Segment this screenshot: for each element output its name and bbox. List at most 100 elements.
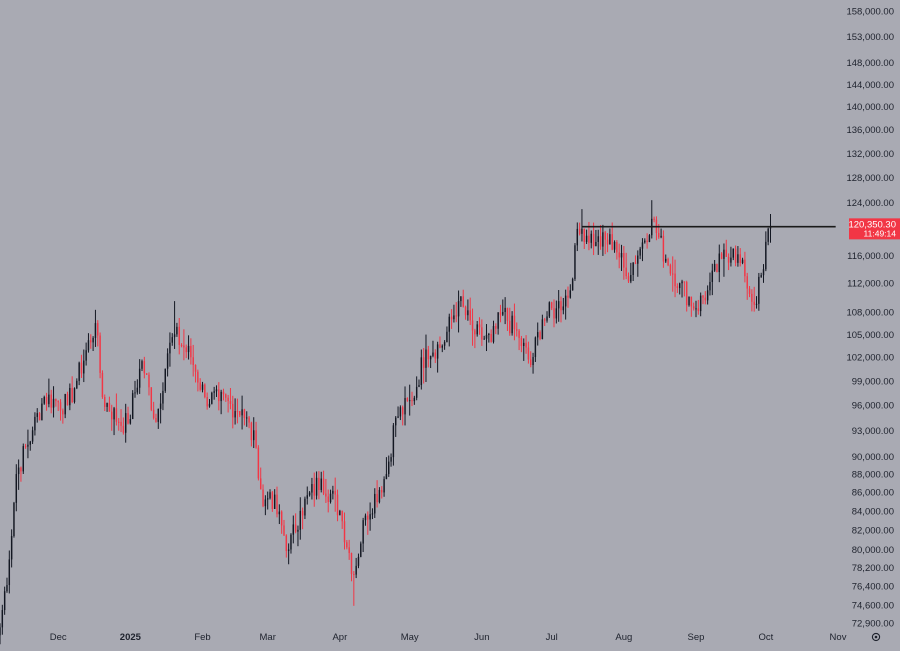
candle: [706, 285, 709, 305]
price-tick-label: 72,900.00: [852, 619, 894, 630]
candle: [497, 312, 499, 335]
candle: [660, 228, 662, 239]
candle: [627, 272, 630, 284]
candle: [59, 399, 62, 421]
candle: [413, 395, 416, 405]
candle: [80, 354, 83, 378]
candle: [225, 393, 227, 402]
candle: [669, 263, 672, 276]
candle: [334, 477, 336, 512]
current-price-label: 120,350.30 11:49:14: [848, 218, 900, 240]
candle: [246, 411, 248, 427]
candle: [441, 344, 443, 353]
candle: [741, 257, 744, 265]
candle: [143, 356, 146, 379]
price-tick-label: 136,000.00: [846, 125, 894, 136]
candle: [618, 243, 620, 269]
candle: [481, 319, 483, 346]
candle: [739, 248, 741, 267]
candle: [755, 296, 758, 309]
current-price-value: 120,350.30: [848, 219, 896, 230]
candle: [583, 228, 585, 249]
candle: [218, 382, 220, 411]
candle: [523, 338, 525, 361]
candle: [155, 413, 157, 423]
candle: [164, 368, 166, 393]
candle: [520, 335, 523, 353]
candle: [336, 489, 339, 522]
candle: [492, 320, 495, 344]
candle: [448, 313, 450, 347]
candle: [383, 476, 385, 497]
candle: [290, 533, 292, 554]
price-axis[interactable]: 158,000.00 153,000.00 148,000.00 144,000.00…: [846, 7, 894, 630]
candle: [45, 392, 48, 411]
candle: [713, 259, 716, 272]
current-price-badge: [849, 218, 900, 240]
candle: [197, 369, 199, 392]
candle: [173, 301, 176, 349]
candle: [536, 322, 539, 346]
candle: [190, 338, 192, 365]
candle: [548, 301, 551, 318]
candle: [562, 297, 565, 315]
candle: [709, 272, 711, 296]
candle: [69, 383, 71, 411]
candle: [6, 577, 8, 593]
candle: [483, 335, 485, 340]
candle: [760, 272, 762, 278]
time-axis[interactable]: Dec 2025 Feb Mar Apr May Jun Jul Aug Sep Oct Nov: [50, 632, 847, 643]
candle: [674, 259, 676, 298]
time-tick-label: Oct: [758, 632, 773, 643]
candle: [266, 491, 269, 510]
candle: [578, 222, 581, 236]
candle: [655, 216, 658, 241]
candle: [339, 509, 341, 516]
candle: [367, 511, 369, 535]
price-tick-label: 158,000.00: [846, 7, 894, 18]
candle: [718, 244, 721, 283]
candle: [574, 243, 576, 281]
candle: [576, 222, 579, 252]
candle: [101, 370, 104, 399]
time-tick-label: Aug: [615, 632, 632, 643]
candle: [425, 334, 427, 383]
price-tick-label: 88,000.00: [852, 470, 894, 481]
candle: [723, 243, 725, 277]
candle: [369, 502, 371, 531]
candle: [504, 297, 506, 325]
candle: [513, 303, 516, 341]
candle: [495, 323, 497, 335]
candle: [651, 200, 653, 239]
candle: [667, 257, 669, 267]
candle: [555, 300, 558, 324]
candle: [15, 464, 18, 512]
candle: [623, 246, 625, 280]
candle: [632, 262, 634, 281]
candle: [590, 230, 592, 249]
candle: [3, 586, 6, 615]
price-tick-label: 128,000.00: [846, 173, 894, 184]
candle: [415, 376, 418, 401]
price-tick-label: 78,200.00: [852, 563, 894, 574]
candle: [301, 507, 304, 530]
candle: [360, 541, 362, 558]
candle: [148, 372, 150, 396]
candle: [385, 457, 388, 480]
candle: [276, 486, 278, 518]
candle: [725, 239, 727, 257]
candle: [315, 471, 318, 500]
candle: [734, 245, 737, 267]
candle: [94, 309, 97, 347]
candle: [294, 513, 297, 534]
price-tick-label: 153,000.00: [846, 32, 894, 43]
gear-icon[interactable]: [871, 632, 881, 642]
candle: [362, 517, 364, 552]
candle: [571, 277, 574, 291]
candle: [585, 229, 588, 245]
candle: [134, 380, 136, 398]
candle: [232, 395, 234, 429]
candle: [24, 443, 27, 449]
